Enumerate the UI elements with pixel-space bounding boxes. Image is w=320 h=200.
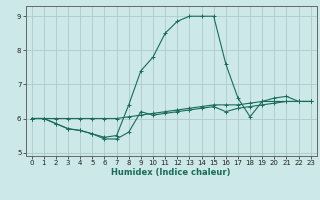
X-axis label: Humidex (Indice chaleur): Humidex (Indice chaleur)	[111, 168, 231, 177]
